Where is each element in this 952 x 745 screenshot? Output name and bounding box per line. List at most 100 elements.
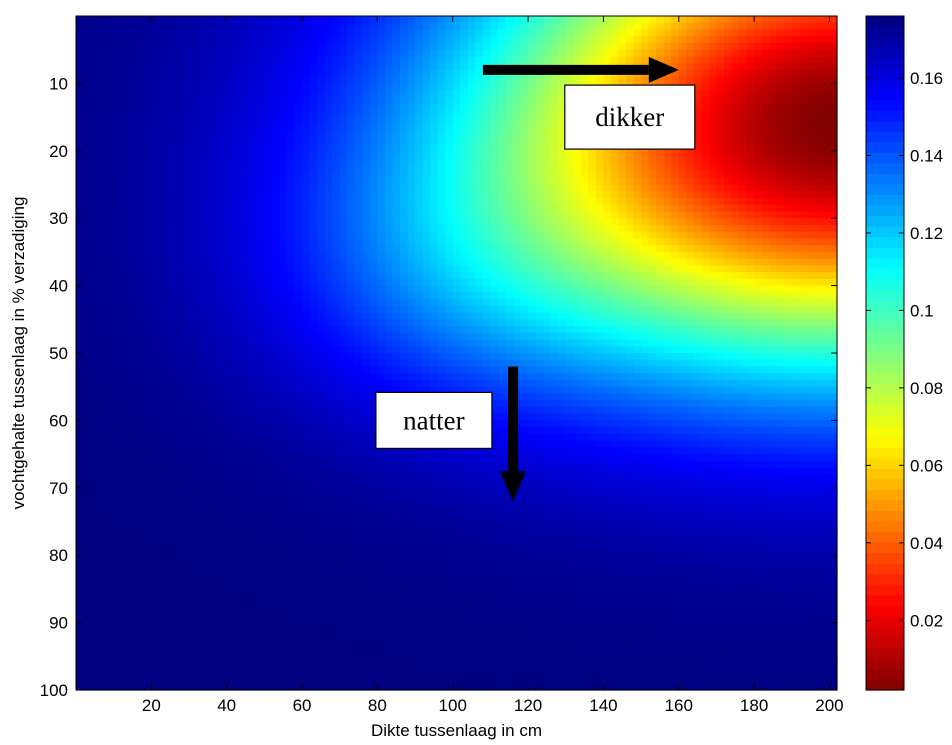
heatmap-cell xyxy=(377,305,386,314)
heatmap-cell xyxy=(528,326,537,334)
heatmap-cell xyxy=(121,164,130,172)
heatmap-cell xyxy=(686,76,695,84)
heatmap-cell xyxy=(452,83,461,91)
heatmap-cell xyxy=(332,312,341,320)
heatmap-cell xyxy=(83,22,92,31)
heatmap-cell xyxy=(610,49,620,58)
heatmap-cell xyxy=(173,197,183,206)
heatmap-cell xyxy=(535,123,544,132)
heatmap-cell xyxy=(588,339,597,347)
heatmap-cell xyxy=(226,191,235,199)
heatmap-cell xyxy=(565,292,574,300)
heatmap-cell xyxy=(211,299,220,307)
heatmap-cell xyxy=(91,272,100,280)
heatmap-cell xyxy=(814,137,823,145)
heatmap-cell xyxy=(286,83,296,91)
heatmap-cell xyxy=(776,184,785,192)
heatmap-cell xyxy=(716,157,725,165)
heatmap-cell xyxy=(422,218,431,226)
heatmap-cell xyxy=(550,326,559,334)
heatmap-cell xyxy=(475,130,484,138)
heatmap-cell xyxy=(234,224,243,233)
heatmap-cell xyxy=(610,218,620,226)
heatmap-cell xyxy=(716,272,725,280)
heatmap-cell xyxy=(128,69,137,78)
heatmap-cell xyxy=(347,258,356,266)
heatmap-cell xyxy=(829,110,838,118)
heatmap-cell xyxy=(641,171,650,179)
heatmap-cell xyxy=(294,272,303,280)
heatmap-cell xyxy=(384,245,394,253)
heatmap-cell xyxy=(475,56,484,64)
heatmap-cell xyxy=(475,16,484,24)
heatmap-cell xyxy=(196,332,205,341)
heatmap-cell xyxy=(580,224,589,233)
heatmap-cell xyxy=(528,103,537,111)
heatmap-cell xyxy=(347,339,356,347)
heatmap-cell xyxy=(166,224,175,233)
heatmap-cell xyxy=(806,36,815,44)
heatmap-cell xyxy=(271,22,281,31)
heatmap-cell xyxy=(354,150,363,159)
heatmap-cell xyxy=(686,69,695,78)
heatmap-cell xyxy=(482,16,491,24)
heatmap-cell xyxy=(769,137,778,145)
heatmap-cell xyxy=(452,312,461,320)
heatmap-cell xyxy=(324,211,333,219)
heatmap-cell xyxy=(445,144,454,152)
heatmap-cell xyxy=(309,204,318,213)
heatmap-cell xyxy=(219,305,228,314)
heatmap-cell xyxy=(173,96,183,105)
heatmap-cell xyxy=(384,171,394,179)
heatmap-cell xyxy=(271,231,281,240)
heatmap-cell xyxy=(520,191,529,199)
heatmap-cell xyxy=(746,144,755,152)
heatmap-cell xyxy=(460,36,469,44)
heatmap-cell xyxy=(445,278,454,287)
heatmap-cell xyxy=(76,346,85,354)
heatmap-cell xyxy=(98,171,107,179)
heatmap-cell xyxy=(814,326,823,334)
heatmap-cell xyxy=(528,238,537,246)
heatmap-cell xyxy=(497,16,507,24)
heatmap-cell xyxy=(83,83,92,91)
heatmap-cell xyxy=(241,22,250,31)
heatmap-cell xyxy=(528,197,537,206)
heatmap-cell xyxy=(196,157,205,165)
heatmap-cell xyxy=(181,29,190,37)
heatmap-cell xyxy=(173,76,183,84)
heatmap-cell xyxy=(166,285,175,293)
heatmap-cell xyxy=(701,319,710,327)
heatmap-cell xyxy=(121,272,130,280)
heatmap-cell xyxy=(520,42,529,51)
heatmap-cell xyxy=(580,184,589,192)
heatmap-cell xyxy=(678,69,687,78)
heatmap-cell xyxy=(128,265,137,273)
heatmap-cell xyxy=(309,218,318,226)
heatmap-cell xyxy=(369,332,378,341)
heatmap-cell xyxy=(610,285,620,293)
heatmap-cell xyxy=(490,103,499,111)
heatmap-cell xyxy=(241,238,250,246)
heatmap-cell xyxy=(671,339,680,347)
heatmap-cell xyxy=(437,339,446,347)
heatmap-cell xyxy=(309,211,318,219)
heatmap-cell xyxy=(746,299,755,307)
heatmap-cell xyxy=(332,103,341,111)
heatmap-cell xyxy=(158,292,168,300)
heatmap-cell xyxy=(256,29,265,37)
heatmap-cell xyxy=(422,292,431,300)
heatmap-cell xyxy=(437,285,446,293)
heatmap-cell xyxy=(309,16,318,24)
heatmap-cell xyxy=(332,157,341,165)
heatmap-cell xyxy=(595,332,605,341)
heatmap-cell xyxy=(580,76,589,84)
heatmap-cell xyxy=(309,258,318,266)
heatmap-cell xyxy=(482,278,491,287)
heatmap-cell xyxy=(641,177,650,186)
heatmap-cell xyxy=(769,292,778,300)
heatmap-cell xyxy=(535,285,544,293)
heatmap-cell xyxy=(573,231,582,240)
heatmap-cell xyxy=(121,117,130,125)
heatmap-cell xyxy=(226,231,235,240)
